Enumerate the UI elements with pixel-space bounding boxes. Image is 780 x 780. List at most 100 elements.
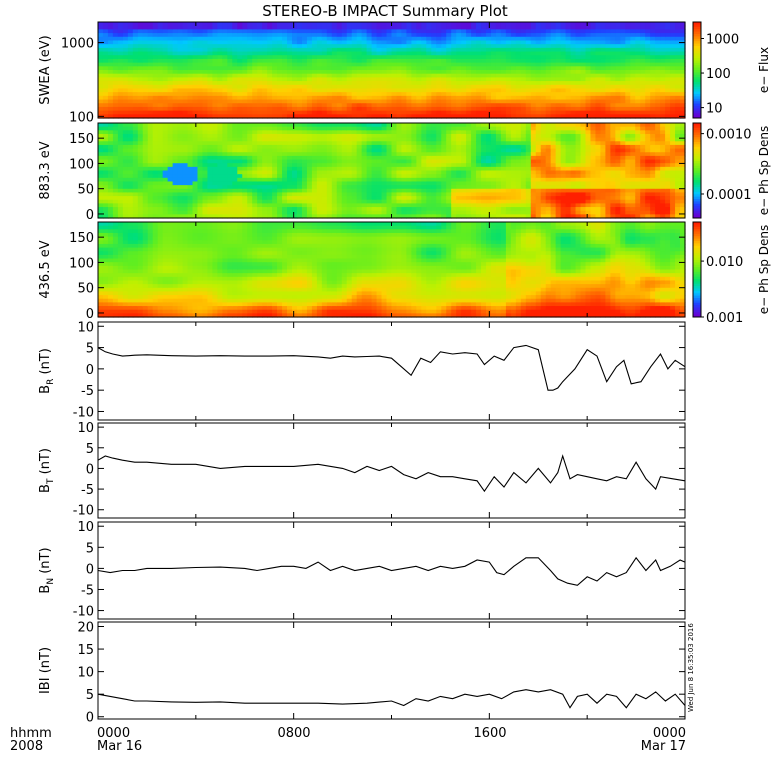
- spectrogram-cell: [376, 166, 383, 172]
- spectrogram-cell: [326, 123, 333, 128]
- spectrogram-cell: [421, 81, 427, 86]
- spectrogram-cell: [326, 210, 333, 215]
- spectrogram-cell: [202, 114, 209, 119]
- spectrogram-cell: [366, 166, 373, 172]
- spectrogram-cell: [197, 126, 204, 131]
- spectrogram-cell: [137, 40, 144, 45]
- spectrogram-cell: [366, 55, 373, 60]
- spectrogram-cell: [197, 66, 204, 71]
- spectrogram-cell: [172, 95, 179, 101]
- spectrogram-cell: [167, 152, 174, 157]
- spectrogram-cell: [645, 62, 651, 67]
- spectrogram-cell: [416, 170, 422, 175]
- spectrogram-cell: [326, 196, 333, 201]
- spectrogram-cell: [565, 106, 572, 112]
- spectrogram-cell: [665, 95, 671, 101]
- spectrogram-cell: [292, 81, 298, 86]
- spectrogram-cell: [282, 174, 288, 179]
- spectrogram-cell: [366, 155, 373, 161]
- spectrogram-cell: [595, 73, 602, 78]
- spectrogram-cell: [426, 152, 432, 157]
- spectrogram-cell: [212, 95, 218, 101]
- spectrogram-cell: [222, 130, 228, 135]
- spectrogram-cell: [421, 33, 427, 38]
- spectrogram-cell: [361, 159, 368, 164]
- spectrogram-cell: [476, 88, 482, 93]
- spectrogram-cell: [272, 141, 278, 146]
- spectrogram-cell: [431, 44, 437, 49]
- spectrogram-cell: [331, 81, 338, 86]
- spectrogram-cell: [117, 123, 124, 128]
- spectrogram-cell: [391, 81, 398, 86]
- spectrogram-cell: [446, 155, 452, 161]
- spectrogram-cell: [575, 73, 582, 78]
- spectrogram-cell: [411, 181, 417, 186]
- spectrogram-cell: [326, 106, 333, 112]
- spectrogram-cell: [142, 159, 149, 164]
- spectrogram-cell: [192, 174, 199, 179]
- spectrogram-cell: [520, 95, 527, 101]
- spectrogram-cell: [247, 70, 253, 75]
- spectrogram-cell: [137, 144, 144, 150]
- spectrogram-cell: [620, 81, 626, 86]
- spectrogram-cell: [505, 110, 512, 115]
- spectrogram-cell: [217, 77, 223, 82]
- spectrogram-cell: [391, 196, 398, 201]
- spectrogram-cell: [476, 110, 482, 115]
- spectrogram-cell: [510, 55, 517, 60]
- spectrogram-cell: [346, 84, 353, 90]
- spectrogram-cell: [122, 55, 129, 60]
- spectrogram-cell: [336, 84, 343, 90]
- spectrogram-cell: [252, 214, 258, 219]
- spectrogram-cell: [122, 163, 129, 168]
- spectrogram-cell: [660, 92, 666, 97]
- colorbar-tick-label: 100: [706, 67, 731, 82]
- spectrogram-cell: [371, 166, 378, 172]
- spectrogram-cell: [301, 84, 308, 90]
- spectrogram-cell: [267, 88, 273, 93]
- spectrogram-cell: [127, 73, 134, 78]
- spectrogram-cell: [346, 207, 353, 212]
- spectrogram-cell: [436, 133, 442, 139]
- spectrogram-cell: [565, 84, 572, 90]
- spectrogram-cell: [331, 163, 338, 168]
- spectrogram-cell: [386, 84, 393, 90]
- spectrogram-cell: [277, 155, 283, 161]
- spectrogram-cell: [600, 88, 606, 93]
- spectrogram-cell: [207, 55, 214, 60]
- spectrogram-cell: [272, 174, 278, 179]
- spectrogram-cell: [336, 88, 343, 93]
- spectrogram-cell: [222, 62, 228, 67]
- spectrogram-cell: [122, 196, 129, 201]
- spectrogram-cell: [366, 77, 373, 82]
- colorbar-segment: [693, 24, 701, 28]
- spectrogram-cell: [356, 123, 363, 128]
- spectrogram-cell: [272, 77, 278, 82]
- spectrogram-cell: [510, 44, 517, 49]
- spectrogram-cell: [336, 106, 343, 112]
- spectrogram-cell: [416, 126, 422, 131]
- spectrogram-cell: [207, 92, 214, 97]
- spectrogram-cell: [98, 148, 104, 153]
- spectrogram-cell: [391, 133, 398, 139]
- spectrogram-cell: [486, 99, 492, 104]
- spectrogram-cell: [336, 47, 343, 53]
- spectrogram-cell: [416, 188, 422, 194]
- spectrogram-cell: [421, 36, 427, 42]
- spectrogram-cell: [416, 99, 422, 104]
- spectrogram-cell: [391, 25, 398, 30]
- spectrogram-cell: [471, 47, 477, 53]
- spectrogram-cell: [406, 133, 412, 139]
- spectrogram-cell: [421, 73, 427, 78]
- spectrogram-cell: [356, 141, 363, 146]
- spectrogram-cell: [122, 40, 129, 45]
- spectrogram-cell: [301, 126, 308, 131]
- spectrogram-cell: [431, 170, 437, 175]
- spectrogram-cell: [237, 130, 243, 135]
- spectrogram-cell: [227, 88, 233, 93]
- spectrogram-cell: [197, 185, 204, 190]
- spectrogram-cell: [371, 163, 378, 168]
- spectrogram-cell: [341, 22, 348, 27]
- spectrogram-cell: [351, 84, 358, 90]
- spectrogram-cell: [217, 62, 223, 67]
